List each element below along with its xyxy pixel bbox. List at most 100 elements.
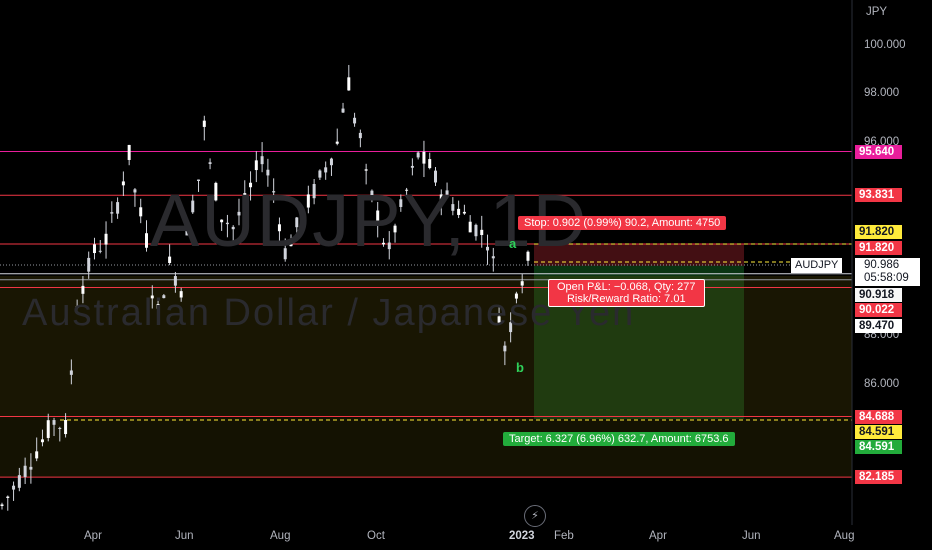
candle-21-1-body xyxy=(237,211,241,216)
time-tick: Jun xyxy=(175,530,194,542)
symbol-tag: AUDJPY xyxy=(791,258,843,273)
bar-countdown: 05:58:09 xyxy=(864,272,909,284)
time-tick: Jun xyxy=(742,530,761,542)
candle-36-0-body xyxy=(381,242,385,245)
candle-45-1-body xyxy=(480,229,484,236)
candle-1-3-body xyxy=(40,439,44,443)
candle-22-0-body xyxy=(243,193,247,205)
candle-43-0-body xyxy=(451,204,455,211)
candle-31-0-body xyxy=(347,77,351,91)
candle-33-0-body xyxy=(358,132,362,139)
candle-5-0-body xyxy=(75,306,79,309)
currency-label: JPY xyxy=(866,6,888,18)
candle-38-0-body xyxy=(393,225,397,233)
candle-18-0-body xyxy=(202,120,206,127)
candle-42-1-body xyxy=(445,190,449,195)
candle-2-0-body xyxy=(52,420,56,425)
price-tag: 90.022 xyxy=(855,303,902,318)
price-tick: 98.000 xyxy=(864,87,900,100)
candle-23-1-body xyxy=(266,169,270,176)
pnl-text: Open P&L: −0.068, Qty: 277 xyxy=(557,281,696,293)
candle-19-1-body xyxy=(214,182,218,201)
stop-label[interactable]: Stop: 0.902 (0.99%) 90.2, Amount: 4750 xyxy=(518,216,727,230)
candle-0-2-body xyxy=(12,485,16,490)
candle-8-0-body xyxy=(116,202,120,214)
candle-26-1-body xyxy=(301,211,305,223)
candle-28-1-body xyxy=(329,158,333,166)
candle-26-0-body xyxy=(295,217,299,228)
candle-20-0-body xyxy=(220,219,224,223)
candle-35-0-body xyxy=(376,210,380,224)
candle-38-1-body xyxy=(399,199,403,207)
candle-0-0-body xyxy=(0,504,4,507)
candle-4-0-body xyxy=(69,370,73,375)
candle-40-1-body xyxy=(422,151,426,164)
candle-25-0-body xyxy=(283,248,287,260)
price-tick: 86.000 xyxy=(864,377,900,390)
candle-48-0-body xyxy=(497,316,501,323)
current-price-tag: 90.986 05:58:09 xyxy=(855,258,920,286)
rr-text: Risk/Reward Ratio: 7.01 xyxy=(566,293,686,305)
candle-12-0-body xyxy=(150,295,154,299)
annotation-a: a xyxy=(509,236,517,251)
price-tag: 95.640 xyxy=(855,144,902,159)
time-tick: Aug xyxy=(270,530,291,542)
price-tag: 84.591 xyxy=(855,439,902,454)
candle-5-2-body xyxy=(87,257,91,272)
candle-11-0-body xyxy=(145,233,148,248)
time-tick: Feb xyxy=(554,530,574,542)
candle-1-4-body xyxy=(46,420,50,438)
candle-1-2-body xyxy=(35,451,39,459)
lightning-icon[interactable]: ⚡ xyxy=(524,505,546,527)
price-tag: 91.820 xyxy=(855,225,902,240)
candle-27-2-body xyxy=(318,170,322,178)
candle-19-0-body xyxy=(208,162,212,164)
candle-29-0-body xyxy=(335,141,339,144)
candle-47-0-body xyxy=(491,256,495,259)
time-tick: 2023 xyxy=(509,530,535,542)
candle-2-1-body xyxy=(58,427,62,429)
candle-7-1-body xyxy=(110,212,114,214)
candle-16-0-body xyxy=(185,221,189,236)
candle-46-0-body xyxy=(486,246,490,251)
position-zones xyxy=(0,243,852,478)
target-label[interactable]: Target: 6.327 (6.96%) 632.7, Amount: 675… xyxy=(503,432,735,446)
candle-24-0-body xyxy=(272,191,276,193)
price-tag: 89.470 xyxy=(855,318,902,333)
candle-37-0-body xyxy=(387,242,391,250)
candle-51-0-body xyxy=(514,293,518,299)
candle-20-1-body xyxy=(225,222,229,225)
candle-39-1-body xyxy=(410,165,414,168)
candle-1-1-body xyxy=(29,466,33,470)
price-tag: 91.820 xyxy=(855,241,902,256)
candle-30-0-body xyxy=(341,108,345,113)
candle-27-1-body xyxy=(312,184,316,199)
candle-27-0-body xyxy=(306,194,310,208)
candle-6-0-body xyxy=(92,244,96,254)
dashed-lines xyxy=(0,243,852,421)
candle-53-0-body xyxy=(526,251,530,261)
candle-10-1-body xyxy=(139,207,143,217)
candle-7-0-body xyxy=(104,233,108,245)
candle-8-1-body xyxy=(121,181,125,186)
annotation-b: b xyxy=(516,360,524,375)
candle-3-0-body xyxy=(64,419,68,435)
pnl-label[interactable]: Open P&L: −0.068, Qty: 277 Risk/Reward R… xyxy=(548,279,705,307)
time-tick: Oct xyxy=(367,530,385,542)
time-tick: Apr xyxy=(84,530,102,542)
candle-0-1-body xyxy=(6,496,10,498)
candle-13-0-body xyxy=(156,304,160,309)
price-tag: 82.185 xyxy=(855,470,902,485)
candle-6-1-body xyxy=(98,250,102,252)
candle-22-2-body xyxy=(254,160,258,171)
time-tick: Aug xyxy=(834,530,855,542)
candle-17-0-body xyxy=(197,179,201,181)
stop-zone xyxy=(534,243,744,266)
candle-0-3-body xyxy=(17,475,21,488)
candle-32-0-body xyxy=(353,117,357,124)
candle-50-0-body xyxy=(509,322,513,333)
candle-28-0-body xyxy=(324,167,328,173)
candle-22-1-body xyxy=(249,182,253,188)
candle-44-1-body xyxy=(468,221,472,233)
